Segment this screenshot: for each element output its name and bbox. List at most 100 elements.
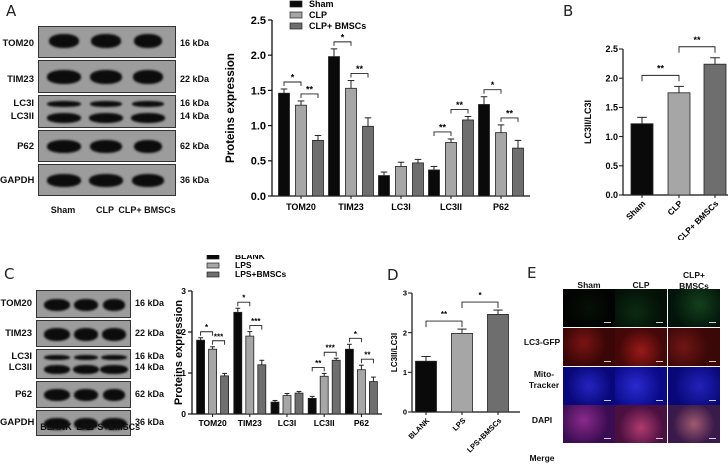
y-tick-label: 0: [403, 408, 407, 417]
bar: [378, 175, 390, 197]
column-label: CLP+ BMSCs: [679, 270, 709, 291]
fluorescence-image: [615, 405, 667, 443]
significance-stars: ***: [214, 332, 224, 341]
blot-strip: [38, 164, 176, 196]
molecular-weight-label: 62 kDa: [135, 389, 165, 399]
significance-stars: *: [354, 330, 358, 339]
molecular-weight-label: 22 kDa: [180, 74, 210, 84]
row-label: DAPI: [531, 415, 553, 425]
significance-stars: **: [439, 122, 447, 132]
significance-stars: **: [693, 35, 701, 45]
protein-band: [133, 70, 163, 84]
significance-stars: **: [441, 310, 448, 319]
bar: [328, 56, 340, 197]
significance-stars: *: [478, 291, 482, 300]
bar: [667, 92, 691, 196]
bar: [278, 92, 290, 197]
protein-band: [103, 389, 125, 401]
significance-stars: **: [364, 351, 371, 360]
bar: [412, 162, 424, 197]
significance-bracket: [283, 81, 302, 86]
bar: [196, 339, 206, 415]
y-tick-label: 0: [181, 409, 186, 419]
y-tick-label: 2: [181, 327, 186, 337]
scale-bar: [604, 398, 611, 401]
protein-band: [89, 113, 123, 123]
fluorescence-image: [615, 328, 667, 366]
blot-strip: [38, 60, 176, 93]
bar-chart-c: 0 1 2 3 Proteins expression BLANKLPSLPS+BMSCs…: [173, 255, 382, 428]
y-tick-label: 2.5: [605, 44, 618, 54]
bar: [451, 333, 473, 413]
scale-bar: [656, 436, 663, 439]
x-tick-label: TOM20: [199, 418, 227, 428]
protein-band: [101, 418, 127, 430]
bar: [487, 314, 509, 413]
molecular-weight-label: 36 kDa: [135, 417, 165, 427]
x-tick-label: Sham: [624, 198, 648, 222]
bar: [307, 398, 317, 415]
protein-band: [90, 140, 122, 153]
panel-letter-c: C: [4, 265, 15, 283]
legend-swatch: [289, 22, 303, 30]
significance-bracket: [350, 73, 369, 78]
legend-label: LPS+BMSCs: [235, 269, 287, 279]
y-tick-label: 1: [181, 368, 186, 378]
molecular-weight-label: 36 kDa: [180, 175, 210, 185]
molecular-weight-label: 16 kDa: [135, 298, 165, 308]
fluorescence-image: [563, 367, 615, 405]
protein-band: [47, 70, 81, 84]
y-axis-label: Proteins expression: [225, 53, 237, 163]
fluorescence-image: [563, 328, 615, 366]
bar: [257, 364, 267, 415]
blot-strip: [36, 410, 131, 436]
bar: [295, 104, 307, 197]
significance-bracket: [300, 93, 319, 98]
scale-bar: [656, 359, 663, 362]
significance-stars: **: [356, 64, 364, 74]
significance-stars: **: [506, 108, 514, 118]
protein-band: [44, 328, 70, 341]
protein-band: [90, 101, 122, 107]
significance-bracket: [212, 340, 226, 345]
molecular-weight-label: 22 kDa: [135, 328, 165, 338]
lane-label: Sham: [50, 205, 76, 215]
bar: [495, 132, 507, 197]
significance-stars: *: [242, 294, 246, 303]
significance-bracket: [311, 366, 325, 372]
bar: [245, 335, 255, 415]
protein-label: TIM23: [5, 328, 32, 339]
legend-swatch: [289, 11, 303, 19]
significance-bracket: [641, 74, 680, 82]
bar: [703, 63, 727, 196]
y-tick-label: 1: [403, 368, 407, 377]
bar: [345, 87, 357, 197]
significance-bracket: [333, 41, 352, 46]
lane-label: LPS: [76, 422, 94, 432]
blot-strip: [38, 130, 176, 162]
protein-band: [132, 174, 164, 187]
protein-band: [74, 389, 98, 401]
y-tick-label: 0.0: [251, 191, 266, 203]
x-tick-label: P62: [493, 202, 509, 212]
bar: [233, 311, 243, 415]
bar: [294, 392, 304, 415]
legend-label: CLP+ BMSCs: [309, 21, 366, 31]
bar: [630, 123, 654, 196]
significance-bracket: [425, 320, 463, 328]
y-axis-label: LC3II/LC3I: [390, 333, 399, 372]
protein-band: [44, 299, 70, 311]
legend-swatch: [289, 0, 303, 8]
bar: [368, 381, 378, 415]
protein-band: [74, 355, 98, 360]
lane-label: CLP+ BMSCs: [118, 205, 176, 215]
scale-bar: [604, 436, 611, 439]
y-axis-label: Proteins expression: [173, 300, 185, 405]
protein-label: P62: [15, 389, 32, 400]
bar: [270, 401, 280, 415]
fluorescence-image: [615, 367, 667, 405]
fluorescence-image: [668, 367, 720, 405]
protein-band: [89, 174, 123, 187]
blot-strip: [36, 320, 131, 347]
